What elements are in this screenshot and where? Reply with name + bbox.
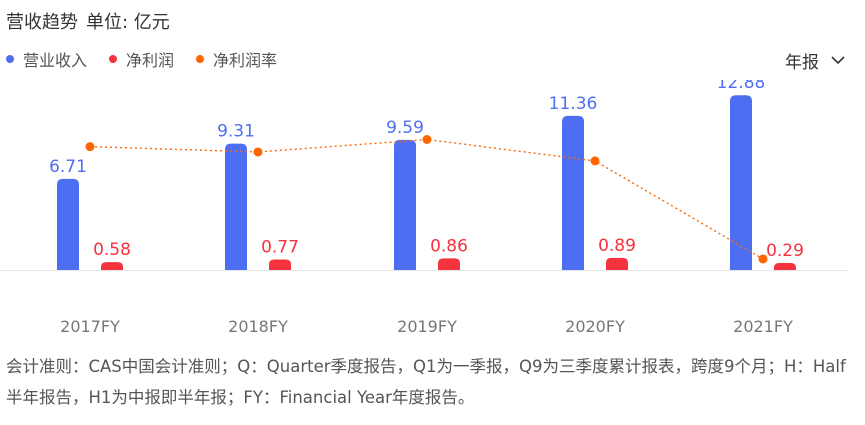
net-profit-value-label: 0.86	[430, 236, 468, 256]
net-profit-bar	[438, 258, 460, 270]
chevron-down-icon	[831, 55, 845, 64]
revenue-bar	[562, 115, 584, 270]
revenue-value-label: 12.88	[717, 80, 766, 93]
x-tick-label: 2018FY	[228, 317, 288, 336]
unit-label: 单位: 亿元	[86, 12, 170, 33]
net-profit-bar	[774, 263, 796, 270]
net-profit-value-label: 0.77	[261, 238, 299, 258]
period-selector-label: 年报	[785, 52, 819, 73]
legend-dot-icon	[109, 55, 118, 63]
revenue-bar	[57, 178, 79, 270]
revenue-value-label: 6.71	[49, 157, 87, 177]
revenue-value-label: 11.36	[549, 94, 598, 114]
x-tick-label: 2021FY	[733, 317, 793, 336]
net-margin-point	[590, 156, 600, 166]
chart-title: 营收趋势 单位: 亿元	[6, 8, 170, 34]
net-margin-point	[85, 142, 95, 152]
x-tick-label: 2017FY	[60, 317, 120, 336]
legend: 营业收入 净利润 净利润率	[6, 48, 299, 70]
legend-label-revenue: 营业收入	[23, 51, 88, 70]
revenue-chart: 6.71 0.58 2017FY 9.31 0.77 2018FY 9.59 0.86 2019…	[0, 80, 848, 336]
revenue-bar	[394, 139, 416, 270]
revenue-bar	[730, 95, 752, 270]
legend-item-net-profit[interactable]: 净利润	[109, 47, 174, 71]
legend-label-net-margin: 净利润率	[213, 51, 278, 70]
net-profit-bar	[269, 259, 291, 270]
legend-dot-icon	[6, 55, 14, 63]
x-tick-label: 2019FY	[397, 317, 457, 336]
net-profit-value-label: 0.89	[598, 236, 636, 256]
net-margin-point	[253, 147, 263, 157]
net-profit-value-label: 0.29	[766, 241, 804, 261]
net-profit-bar	[101, 262, 123, 270]
legend-label-net-profit: 净利润	[126, 51, 175, 70]
legend-dot-icon	[196, 55, 205, 63]
legend-item-net-margin[interactable]: 净利润率	[196, 47, 277, 71]
legend-item-revenue[interactable]: 营业收入	[6, 47, 87, 71]
period-selector[interactable]: 年报	[785, 48, 845, 73]
revenue-bar	[225, 143, 247, 270]
x-tick-label: 2020FY	[565, 317, 625, 336]
footnote: 会计准则：CAS中国会计准则；Q：Quarter季度报告，Q1为一季报，Q9为三…	[6, 357, 846, 407]
title-text: 营收趋势	[6, 12, 78, 33]
net-profit-value-label: 0.58	[93, 240, 131, 260]
revenue-value-label: 9.31	[217, 122, 255, 142]
net-margin-point	[758, 254, 768, 264]
net-margin-point	[422, 135, 432, 144]
net-profit-bar	[606, 257, 628, 270]
revenue-value-label: 9.59	[386, 118, 424, 138]
net-margin-line	[89, 138, 764, 260]
